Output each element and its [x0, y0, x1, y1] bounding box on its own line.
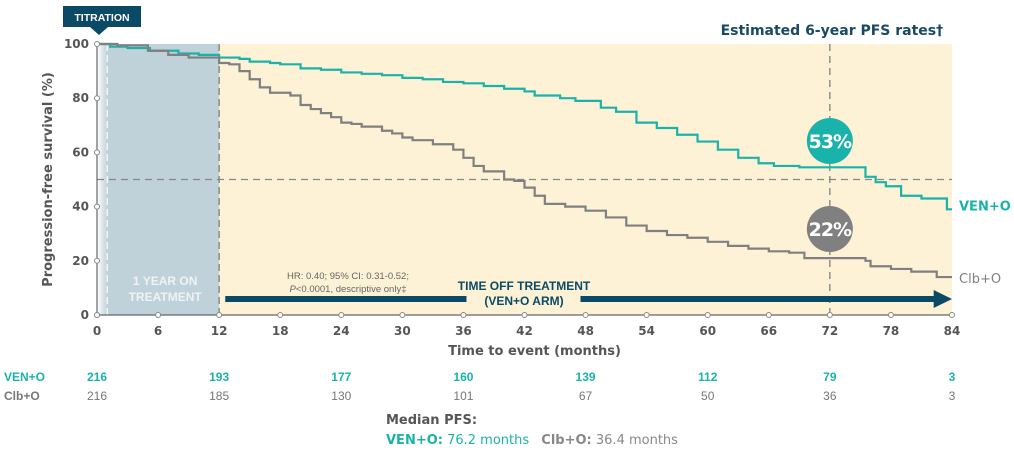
x-tick-label: 30	[394, 324, 411, 338]
x-tick-label: 78	[883, 324, 900, 338]
off-treatment-label-2: (VEN+O ARM)	[484, 294, 563, 308]
off-treatment-arrowhead	[933, 290, 952, 308]
curve-clb-o	[97, 42, 952, 279]
x-tick-label: 24	[333, 324, 350, 338]
y-axis-title: Progression-free survival (%)	[41, 72, 56, 287]
y-tick-label: 100	[64, 37, 89, 51]
risk-cell: 160	[453, 370, 474, 384]
titration-callout	[63, 6, 141, 27]
x-tick-mark	[949, 312, 955, 318]
risk-cell: 36	[823, 389, 837, 403]
median-clb-value: 36.4 months	[595, 433, 678, 448]
x-tick-mark	[521, 312, 528, 318]
x-tick-mark	[399, 312, 406, 318]
x-tick-mark	[277, 312, 284, 318]
risk-cell: 130	[331, 389, 352, 403]
p-value-symbol: P	[290, 284, 297, 295]
risk-cell: 177	[331, 370, 352, 384]
curve-end-label: Clb+O	[959, 272, 1001, 287]
x-tick-label: 60	[699, 324, 716, 338]
hr-text-1: HR: 0.40; 95% CI: 0.31-0.52;	[287, 271, 409, 282]
median-clb-key: Clb+O:	[541, 433, 592, 448]
risk-cell: 216	[86, 370, 108, 384]
on-treatment-label-2: TREATMENT	[129, 290, 203, 304]
x-tick-label: 0	[93, 324, 101, 338]
x-tick-mark	[887, 312, 894, 318]
y-tick-mark	[94, 149, 100, 156]
risk-cell: 67	[578, 389, 593, 403]
risk-cell: 193	[209, 370, 230, 384]
x-tick-mark	[826, 312, 833, 318]
x-axis-title: Time to event (months)	[448, 344, 621, 359]
hr-text-2: P<0.0001, descriptive only‡	[290, 284, 407, 295]
median-ven-key: VEN+O:	[386, 433, 443, 448]
curve-ven-o	[97, 42, 952, 211]
x-tick-mark	[155, 312, 162, 318]
risk-cell: 101	[453, 389, 474, 403]
risk-cell: 79	[823, 370, 837, 384]
risk-cell: 50	[701, 389, 715, 403]
x-tick-label: 48	[577, 324, 594, 338]
x-tick-label: 66	[760, 324, 777, 338]
off-treatment-bar-left	[225, 296, 467, 302]
risk-cell: 3	[948, 370, 956, 384]
x-tick-mark	[94, 312, 100, 318]
titration-label: TITRATION	[74, 12, 129, 24]
y-tick-label: 20	[72, 254, 89, 268]
x-tick-label: 84	[944, 324, 961, 338]
risk-cell: 139	[575, 370, 596, 384]
y-tick-mark	[94, 257, 100, 264]
x-tick-mark	[704, 312, 711, 318]
off-treatment-label-1: TIME OFF TREATMENT	[458, 279, 591, 293]
median-ven-value: 76.2 months	[447, 433, 530, 448]
risk-row-label: VEN+O	[4, 370, 46, 384]
y-tick-mark	[94, 203, 100, 210]
landmark-bubble-ven-o	[806, 118, 853, 164]
x-tick-label: 42	[516, 324, 533, 338]
curve-end-label: VEN+O	[959, 199, 1011, 214]
chart-title: Estimated 6-year PFS rates†	[721, 23, 944, 39]
y-tick-label: 60	[72, 145, 89, 159]
risk-cell: 3	[948, 389, 956, 403]
y-tick-mark	[94, 95, 100, 102]
p-value-text: <0.0001, descriptive only‡	[296, 284, 407, 295]
x-tick-mark	[765, 312, 772, 318]
x-tick-mark	[643, 312, 650, 318]
x-tick-label: 72	[822, 324, 839, 338]
y-tick-mark	[94, 41, 100, 47]
x-tick-label: 12	[211, 324, 228, 338]
titration-callout-pointer	[90, 27, 108, 35]
y-tick-label: 0	[81, 308, 89, 322]
y-tick-label: 40	[72, 200, 89, 214]
x-tick-mark	[582, 312, 589, 318]
km-chart: 0 20 40 60 80 100 0 6 12 18 24 30 36 42 48 54 60 66 72 78 84…	[41, 6, 1011, 359]
landmark-value-label: 22%	[809, 219, 852, 241]
risk-cell: 112	[698, 370, 718, 384]
x-tick-label: 6	[154, 324, 162, 338]
off-treatment-bar-right	[580, 296, 936, 302]
x-tick-label: 36	[455, 324, 472, 338]
risk-cell: 216	[86, 389, 108, 403]
x-tick-mark	[216, 312, 223, 318]
on-treatment-label-1: 1 YEAR ON	[133, 274, 197, 288]
median-pfs-title: Median PFS:	[386, 413, 478, 428]
landmark-bubble-clb-o	[806, 206, 853, 252]
x-tick-mark	[460, 312, 467, 318]
x-tick-mark	[338, 312, 345, 318]
x-tick-label: 18	[272, 324, 289, 338]
median-pfs: Median PFS: VEN+O: 76.2 months Clb+O: 36…	[386, 413, 678, 448]
landmark-value-label: 53%	[809, 131, 852, 153]
risk-cell: 185	[209, 389, 230, 403]
y-tick-label: 80	[72, 91, 89, 105]
x-tick-label: 54	[638, 324, 655, 338]
risk-row-label: Clb+O	[4, 389, 40, 403]
